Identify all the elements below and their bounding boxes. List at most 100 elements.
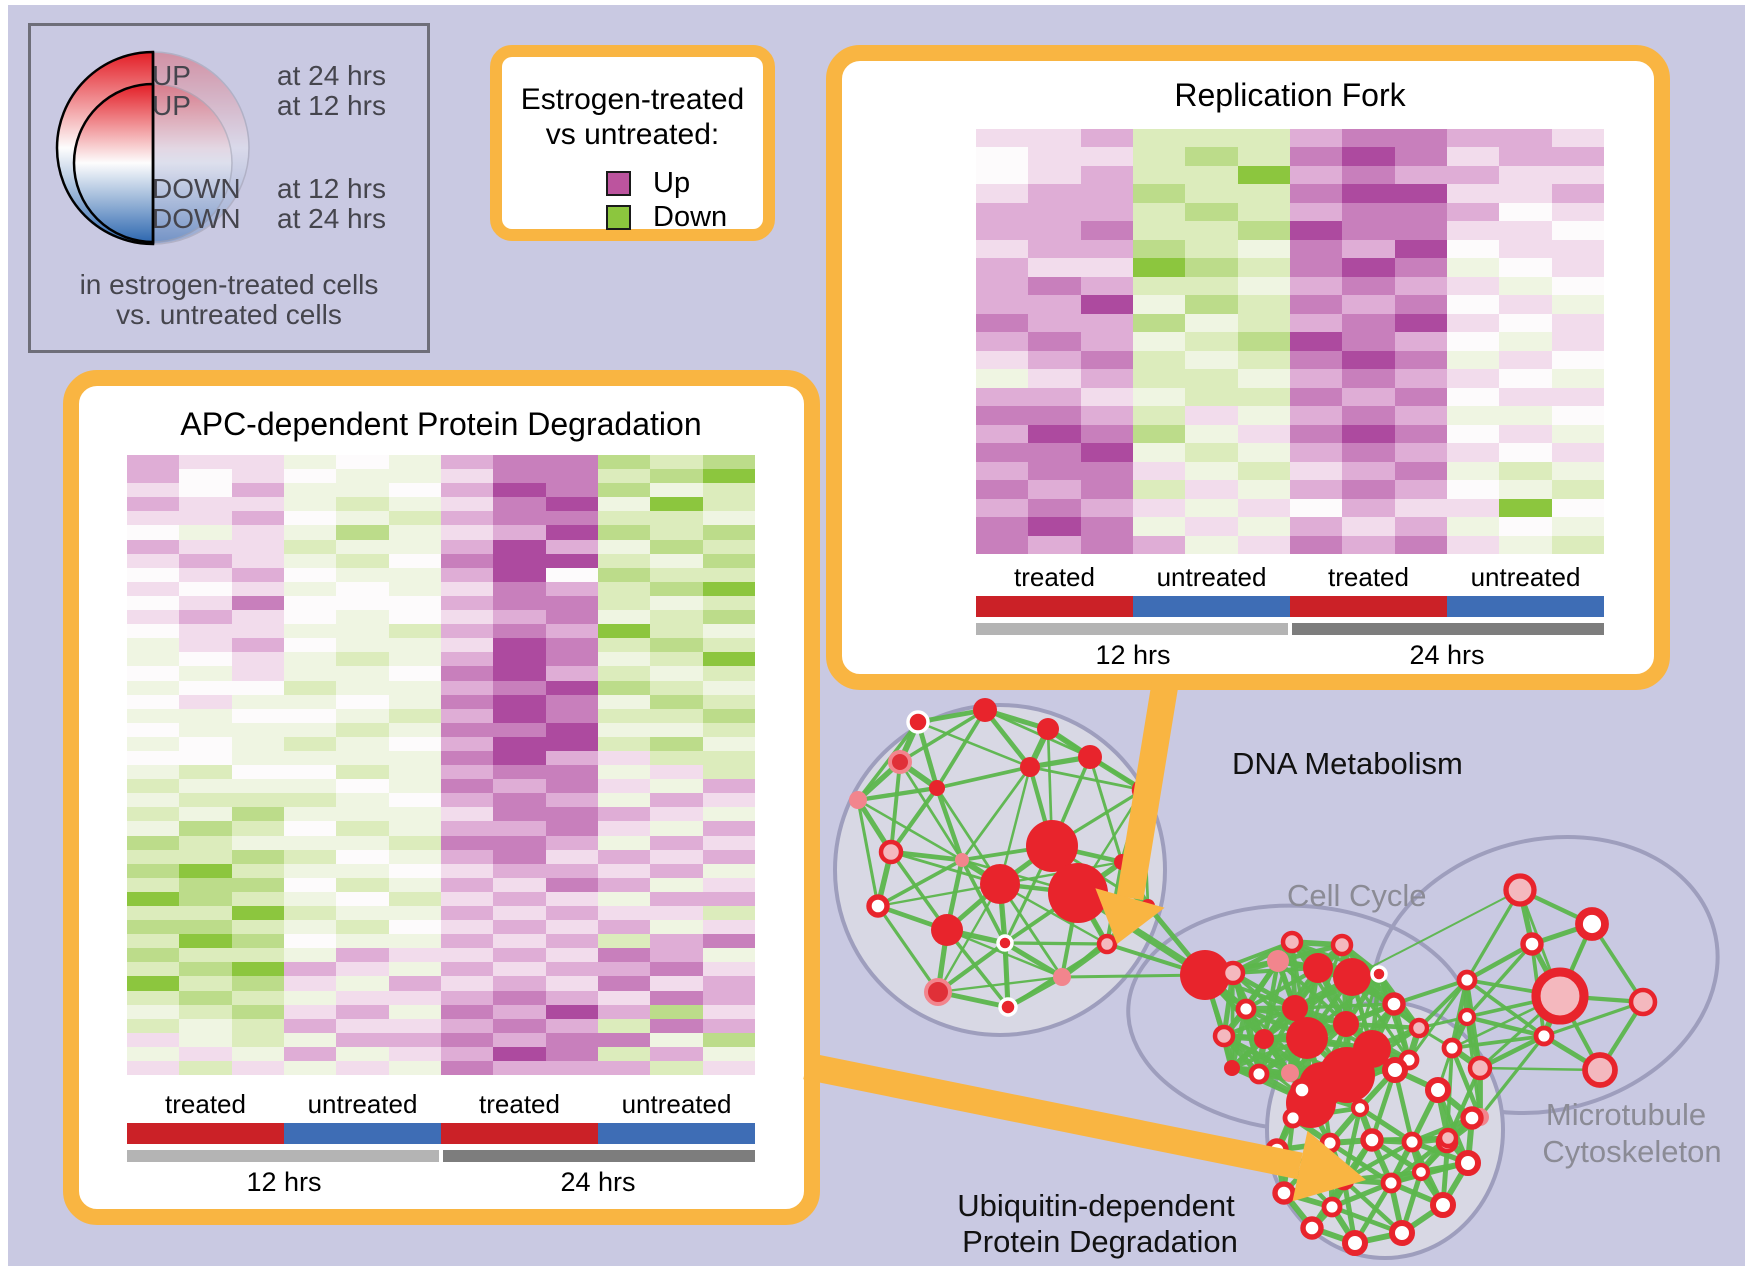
heatmap-cell: [231, 976, 284, 991]
heatmap-cell: [597, 990, 651, 1005]
heatmap-cell: [336, 455, 389, 470]
heatmap-cell: [440, 807, 494, 822]
heatmap-cell: [283, 948, 337, 963]
heatmap-cell: [976, 295, 1029, 314]
network-node: [1048, 863, 1108, 923]
heatmap-cell: [1237, 202, 1290, 222]
heatmap-cell: [1289, 498, 1343, 518]
heatmap-cell: [179, 1061, 232, 1076]
heatmap-cell: [336, 722, 389, 737]
heatmap-cell: [545, 793, 598, 808]
heatmap-cell: [231, 863, 284, 878]
network-node: [1456, 969, 1478, 991]
heatmap-cell: [1551, 517, 1604, 536]
heatmap-cell: [179, 920, 232, 935]
heatmap-cell: [1185, 480, 1238, 499]
heatmap-cell: [440, 455, 494, 470]
heatmap-cell: [597, 1046, 651, 1062]
heatmap-cell: [127, 553, 180, 568]
heatmap-cell: [283, 469, 337, 484]
panel-title: Replication Fork: [1174, 77, 1406, 113]
network-node: [1037, 718, 1059, 740]
heatmap-cell: [283, 638, 337, 653]
heatmap-cell: [127, 990, 180, 1005]
heatmap-cell: [597, 835, 651, 850]
network-node: [1321, 1196, 1343, 1218]
heatmap-cell: [1080, 424, 1133, 444]
heatmap-row: [976, 406, 1604, 425]
heatmap-cell: [702, 455, 755, 470]
heatmap-cell: [1394, 517, 1447, 536]
heatmap-cell: [1185, 276, 1238, 296]
network-edge: [1466, 1014, 1545, 1039]
heatmap-cell: [493, 1004, 546, 1019]
sample-group-labels: treated untreated treated untreated: [976, 562, 1604, 593]
up-swatch-icon: [606, 171, 631, 196]
heatmap-cell: [283, 1004, 337, 1019]
heatmap-cell: [650, 976, 703, 991]
heatmap-cell: [388, 750, 441, 766]
heatmap-cell: [702, 920, 755, 935]
heatmap-cell: [1185, 147, 1238, 166]
heatmap-cell: [493, 920, 546, 935]
heatmap-cell: [336, 765, 389, 780]
network-edge: [1003, 940, 1064, 980]
heatmap-cell: [493, 1032, 546, 1047]
heatmap-cell: [388, 934, 441, 949]
heatmap-cell: [336, 539, 389, 554]
heatmap-cell: [1551, 498, 1604, 518]
heatmap-cell: [597, 666, 651, 681]
heatmap-cell: [702, 567, 755, 582]
heatmap-cell: [702, 469, 755, 484]
network-edge: [856, 720, 920, 802]
heatmap-row: [976, 424, 1604, 444]
network-edge: [899, 708, 986, 764]
heatmap-cell: [1342, 184, 1395, 203]
heatmap-cell: [1028, 350, 1081, 370]
heatmap-cell: [545, 694, 598, 709]
time-gray-bars: [127, 1150, 755, 1162]
heatmap-cell: [1185, 202, 1238, 222]
heatmap-cell: [283, 821, 337, 836]
heatmap-cell: [493, 877, 546, 892]
cluster-label-cytoskeleton: Cytoskeleton: [1542, 1134, 1721, 1169]
heatmap-cell: [976, 332, 1029, 351]
heatmap-cell: [650, 863, 703, 878]
heatmap-cell: [1499, 480, 1552, 499]
heatmap-cell: [1551, 387, 1604, 407]
ring-direction: UP: [152, 90, 191, 121]
heatmap-row: [127, 807, 755, 822]
group-label: untreated: [1470, 562, 1581, 592]
heatmap-cell: [388, 497, 441, 512]
heatmap-cell: [440, 877, 494, 892]
heatmap-cell: [1394, 480, 1447, 499]
heatmap-row: [127, 666, 755, 681]
heatmap-cell: [1551, 129, 1604, 148]
heatmap-cell: [597, 680, 651, 695]
heatmap-row: [127, 1061, 755, 1076]
heatmap-cell: [231, 581, 284, 596]
heatmap-cell: [597, 976, 651, 991]
time-label: 12 hrs: [1095, 640, 1171, 670]
heatmap-cell: [283, 906, 337, 921]
heatmap-cell: [231, 469, 284, 484]
heatmap-cell: [1237, 443, 1290, 462]
heatmap-cell: [336, 948, 389, 963]
heatmap-cell: [1080, 184, 1133, 203]
heatmap-cell: [1185, 295, 1238, 314]
heatmap-cell: [179, 849, 232, 864]
heatmap-cell: [1394, 221, 1447, 240]
heatmap-row: [976, 443, 1604, 462]
heatmap-cell: [336, 835, 389, 850]
network-node: [878, 839, 904, 865]
heatmap-cell: [179, 990, 232, 1005]
network-node: [1303, 953, 1333, 983]
heatmap-cell: [388, 1032, 441, 1047]
network-node: [1330, 933, 1354, 957]
ring-time: at 24 hrs: [277, 60, 386, 91]
network-node: [1333, 1011, 1359, 1037]
heatmap-cell: [1028, 406, 1081, 425]
heatmap-cell: [976, 258, 1029, 277]
heatmap-cell: [1132, 165, 1186, 185]
heatmap-cell: [388, 807, 441, 822]
